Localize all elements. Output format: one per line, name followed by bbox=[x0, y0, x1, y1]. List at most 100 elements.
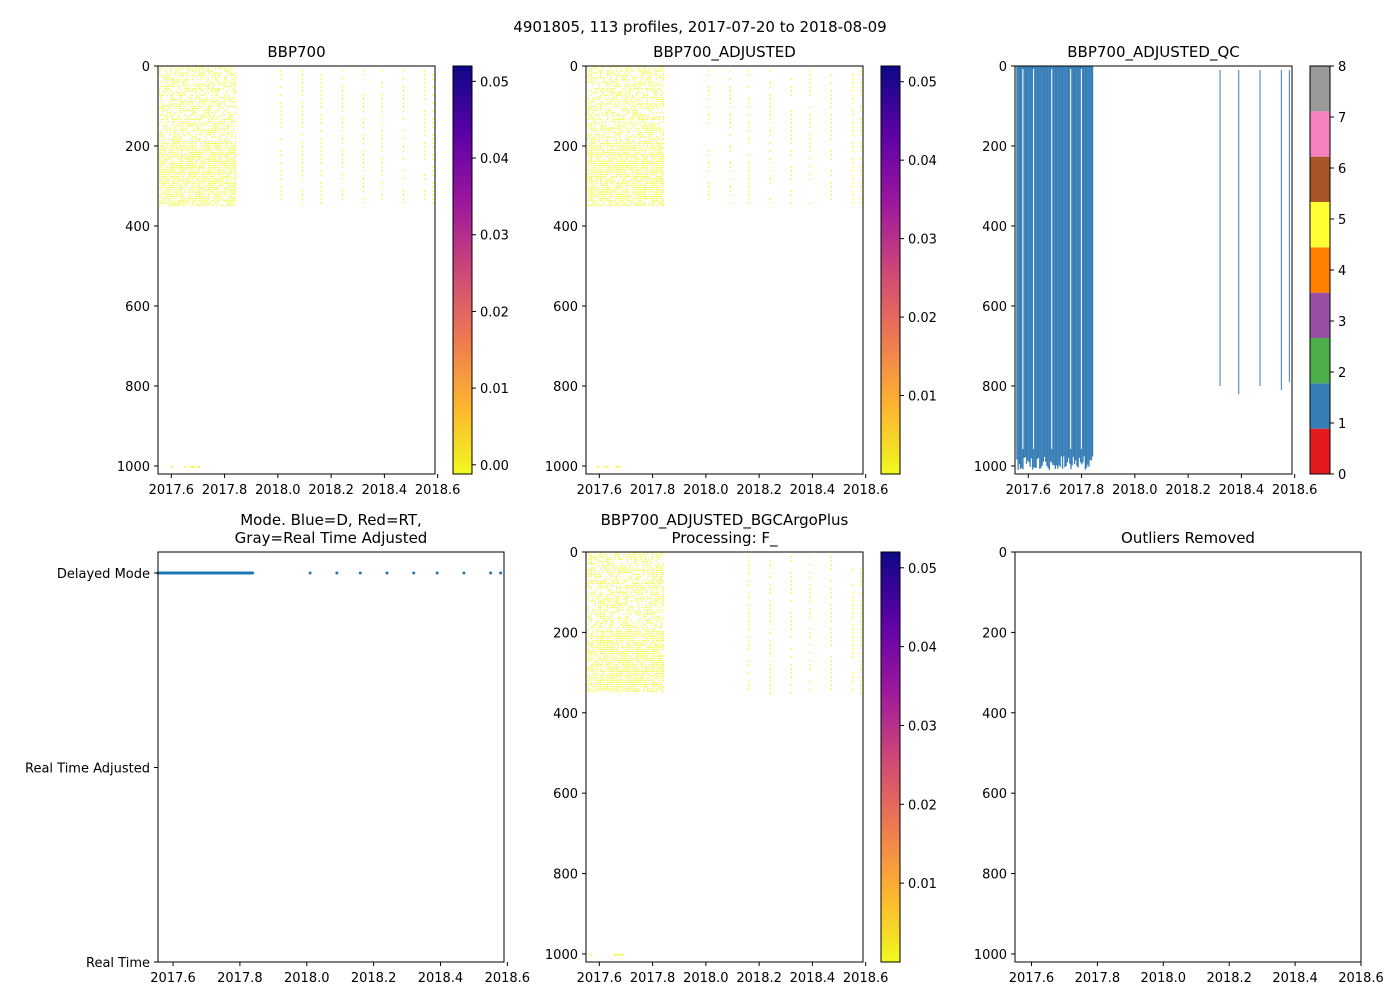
bbp700_bgcargoplus-data-cell bbox=[603, 582, 605, 584]
bbp700_adjusted-data-cell bbox=[626, 92, 629, 94]
bbp700_adjusted-data-cell bbox=[646, 165, 648, 167]
bbp700_adjusted-data-cell bbox=[612, 132, 614, 134]
bbp700_bgcargoplus-data-cell bbox=[596, 558, 598, 560]
bbp700_adjusted-data-cell bbox=[614, 99, 616, 101]
bbp700_adjusted-data-cell bbox=[594, 123, 596, 125]
bbp700-data-cell bbox=[182, 169, 184, 171]
bbp700-data-cell bbox=[213, 187, 215, 189]
bbp700_bgcargoplus-data-cell bbox=[601, 587, 603, 589]
bbp700_bgcargoplus-data-cell bbox=[657, 567, 659, 569]
bbp700_adjusted-profile-cell bbox=[852, 130, 854, 132]
bbp700-data-cell bbox=[170, 70, 172, 72]
bbp700_adjusted-data-cell bbox=[590, 116, 593, 118]
bbp700_adjusted-data-cell bbox=[628, 154, 630, 156]
bbp700-data-cell bbox=[188, 68, 190, 70]
bbp700_adjusted-data-cell bbox=[594, 189, 596, 191]
bbp700-data-cell bbox=[191, 151, 193, 153]
bbp700_bgcargoplus-data-cell bbox=[635, 585, 638, 587]
bbp700-data-cell bbox=[215, 125, 217, 127]
bbp700-data-cell bbox=[170, 79, 172, 81]
bbp700_adjusted-data-cell bbox=[626, 189, 629, 191]
bbp700_bgcargoplus-data-cell bbox=[637, 598, 639, 600]
bbp700_adjusted-data-cell bbox=[607, 90, 609, 92]
bbp700_adjusted-data-cell bbox=[587, 200, 589, 202]
bbp700-data-cell bbox=[207, 118, 210, 120]
bbp700_adjusted-data-cell bbox=[650, 138, 652, 140]
bbp700_adjusted-data-cell bbox=[614, 191, 616, 193]
bbp700_adjusted-data-cell bbox=[657, 136, 659, 138]
bbp700_bgcargoplus-data-cell bbox=[599, 582, 602, 584]
bbp700_adjusted-data-cell bbox=[621, 147, 623, 149]
bbp700_adjusted-data-cell bbox=[617, 165, 620, 167]
bbp700_adjusted-data-cell bbox=[641, 74, 643, 76]
bbp700_adjusted-data-cell bbox=[639, 140, 641, 142]
bbp700_bgcargoplus-data-cell bbox=[628, 569, 630, 571]
bbp700-data-cell bbox=[186, 182, 188, 184]
bbp700_bgcargoplus-data-cell bbox=[601, 598, 603, 600]
bbp700-data-cell bbox=[186, 140, 188, 142]
bbp700_adjusted-data-cell bbox=[628, 200, 630, 202]
bbp700_adjusted-data-cell bbox=[661, 147, 663, 149]
bbp700-data-cell bbox=[173, 143, 175, 145]
bbp700-data-cell bbox=[206, 112, 208, 114]
bbp700_bgcargoplus-data-cell bbox=[596, 580, 598, 582]
bbp700_adjusted-data-cell bbox=[616, 138, 618, 140]
bbp700_adjusted-data-cell bbox=[590, 74, 593, 76]
bbp700_bgcargoplus-data-cell bbox=[652, 569, 654, 571]
bbp700_adjusted-data-cell bbox=[592, 147, 594, 149]
bbp700_adjusted-data-cell bbox=[637, 116, 639, 118]
bbp700-data-cell bbox=[222, 96, 224, 98]
bbp700_bgcargoplus-data-cell bbox=[630, 558, 632, 560]
bbp700_adjusted-data-cell bbox=[641, 99, 643, 101]
bbp700-data-cell bbox=[170, 134, 172, 136]
bbp700_bgcargoplus-data-cell bbox=[594, 591, 596, 593]
bbp700_adjusted-data-cell bbox=[594, 136, 596, 138]
bbp700-data-cell bbox=[213, 116, 215, 118]
bbp700_adjusted-data-cell bbox=[603, 129, 605, 131]
bbp700_bgcargoplus-data-cell bbox=[599, 552, 602, 554]
bbp700_adjusted-data-cell bbox=[652, 118, 654, 120]
bbp700_adjusted-profile-cell bbox=[791, 114, 793, 116]
bbp700-data-cell bbox=[173, 74, 175, 76]
bbp700-data-cell bbox=[188, 110, 190, 112]
bbp700_adjusted-data-cell bbox=[603, 66, 605, 68]
bbp700-data-cell bbox=[159, 193, 161, 195]
bbp700_adjusted-data-cell bbox=[632, 112, 634, 114]
bbp700_adjusted-data-cell bbox=[643, 160, 645, 162]
bbp700-data-cell bbox=[213, 74, 215, 76]
bbp700_adjusted-data-cell bbox=[657, 123, 659, 125]
bbp700_adjusted-data-cell bbox=[634, 178, 636, 180]
bbp700_adjusted-data-cell bbox=[612, 151, 614, 153]
bbp700-data-cell bbox=[222, 66, 224, 68]
bbp700_adjusted-data-cell bbox=[603, 143, 605, 145]
bbp700_adjusted-data-cell bbox=[662, 204, 665, 206]
bbp700-data-cell bbox=[168, 92, 170, 94]
bbp700_adjusted-data-cell bbox=[630, 121, 632, 123]
bbp700-data-cell bbox=[173, 132, 175, 134]
bbp700-data-cell bbox=[227, 202, 229, 204]
bbp700_adjusted-data-cell bbox=[657, 176, 659, 178]
bbp700_adjusted_qc-qc-column bbox=[1049, 66, 1052, 462]
bbp700_adjusted-data-cell bbox=[650, 182, 652, 184]
bbp700-profile-cell bbox=[432, 126, 434, 128]
bbp700_bgcargoplus-data-cell bbox=[603, 600, 605, 602]
bbp700_adjusted-data-cell bbox=[628, 88, 630, 90]
bbp700-data-cell bbox=[186, 187, 188, 189]
bbp700_adjusted-data-cell bbox=[614, 105, 616, 107]
bbp700_adjusted_qc-qc-column bbox=[1078, 66, 1080, 458]
bbp700_bgcargoplus-data-cell bbox=[628, 585, 630, 587]
bbp700_adjusted-data-cell bbox=[653, 200, 656, 202]
bbp700_adjusted-data-cell bbox=[628, 173, 630, 175]
bbp700-data-cell bbox=[225, 176, 228, 178]
bbp700_adjusted-data-cell bbox=[601, 198, 603, 200]
bbp700_adjusted-data-cell bbox=[643, 140, 645, 142]
bbp700-data-cell bbox=[164, 165, 166, 167]
bbp700_adjusted-data-cell bbox=[632, 125, 634, 127]
bbp700-data-cell bbox=[179, 79, 181, 81]
bbp700_adjusted-data-cell bbox=[652, 66, 654, 68]
bbp700-data-cell bbox=[218, 169, 220, 171]
bbp700_adjusted-data-cell bbox=[652, 182, 654, 184]
bbp700_adjusted-data-cell bbox=[592, 162, 594, 164]
bbp700_bgcargoplus-data-cell bbox=[657, 574, 659, 576]
bbp700_bgcargoplus-data-cell bbox=[661, 578, 663, 580]
